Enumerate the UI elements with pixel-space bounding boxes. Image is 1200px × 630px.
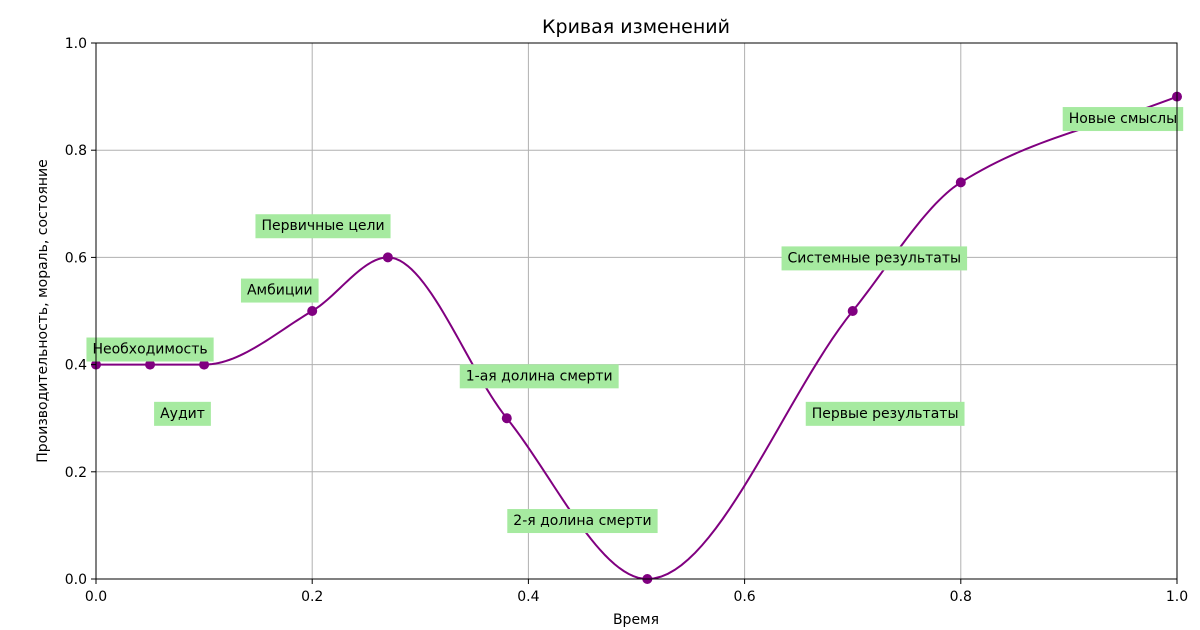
y-tick-label: 0.0 (65, 572, 87, 588)
annotation-label: Системные результаты (781, 246, 968, 271)
annotation-text: 1-ая долина смерти (466, 368, 613, 384)
annotation-box (86, 337, 214, 362)
x-tick-label: 1.0 (1166, 589, 1188, 605)
y-tick-label: 1.0 (65, 36, 87, 52)
y-tick-label: 0.6 (65, 250, 87, 266)
annotation-text: 2-я долина смерти (513, 513, 651, 529)
x-tick-label: 0.0 (85, 589, 107, 605)
annotation-box (1062, 107, 1184, 132)
annotation-label: Первичные цели (255, 214, 391, 239)
annotation-label: 1-ая долина смерти (459, 364, 619, 389)
annotation-label: Первые результаты (805, 401, 965, 426)
y-axis-label: Производительность, мораль, состояние (35, 159, 51, 462)
annotation-box (507, 509, 658, 534)
annotation-box (154, 401, 211, 426)
annotation-label: Новые смыслы (1062, 107, 1184, 132)
data-point (847, 306, 858, 316)
annotation-box (805, 401, 965, 426)
annotation-label: Необходимость (86, 337, 214, 362)
x-tick-label: 0.6 (733, 589, 755, 605)
x-axis-label: Время (613, 612, 659, 628)
x-tick-label: 0.8 (950, 589, 972, 605)
annotation-box (240, 278, 319, 303)
y-tick-label: 0.2 (65, 465, 87, 481)
curve-layer (96, 95, 1178, 581)
grid (95, 42, 1178, 580)
x-axis-ticks: 0.0 0.2 0.4 0.6 0.8 1.0 (85, 579, 1188, 605)
annotation-box (255, 214, 391, 239)
x-tick-label: 0.2 (301, 589, 323, 605)
annotation-text: Амбиции (247, 283, 313, 299)
change-curve-line (96, 95, 1178, 581)
annotation-text: Системные результаты (788, 250, 962, 266)
annotation-text: Новые смыслы (1069, 111, 1177, 127)
y-axis-ticks: 0.0 0.2 0.4 0.6 0.8 1.0 (65, 36, 96, 588)
annotation-text: Аудит (160, 406, 205, 422)
plot-frame (95, 42, 1178, 580)
data-point (145, 359, 156, 370)
data-point (307, 306, 318, 316)
chart-title: Кривая изменений (542, 16, 730, 38)
annotation-text: Первичные цели (261, 218, 384, 234)
annotation-text: Необходимость (92, 342, 207, 358)
data-point (382, 252, 393, 263)
data-point (955, 177, 966, 188)
annotation-box (459, 364, 619, 389)
annotation-box (781, 246, 968, 271)
x-tick-label: 0.4 (517, 589, 539, 605)
annotation-label: 2-я долина смерти (507, 509, 658, 534)
y-tick-label: 0.4 (65, 358, 87, 374)
annotation-label: Аудит (154, 401, 211, 426)
data-point (199, 359, 210, 370)
points-layer (91, 91, 1182, 584)
annotation-text: Первые результаты (812, 406, 959, 422)
annotations-layer: Необходимость Аудит Амбиции Первичные цели 1… (86, 107, 1184, 534)
y-tick-label: 0.8 (65, 143, 87, 159)
data-point (501, 413, 512, 424)
annotation-label: Амбиции (240, 278, 319, 303)
